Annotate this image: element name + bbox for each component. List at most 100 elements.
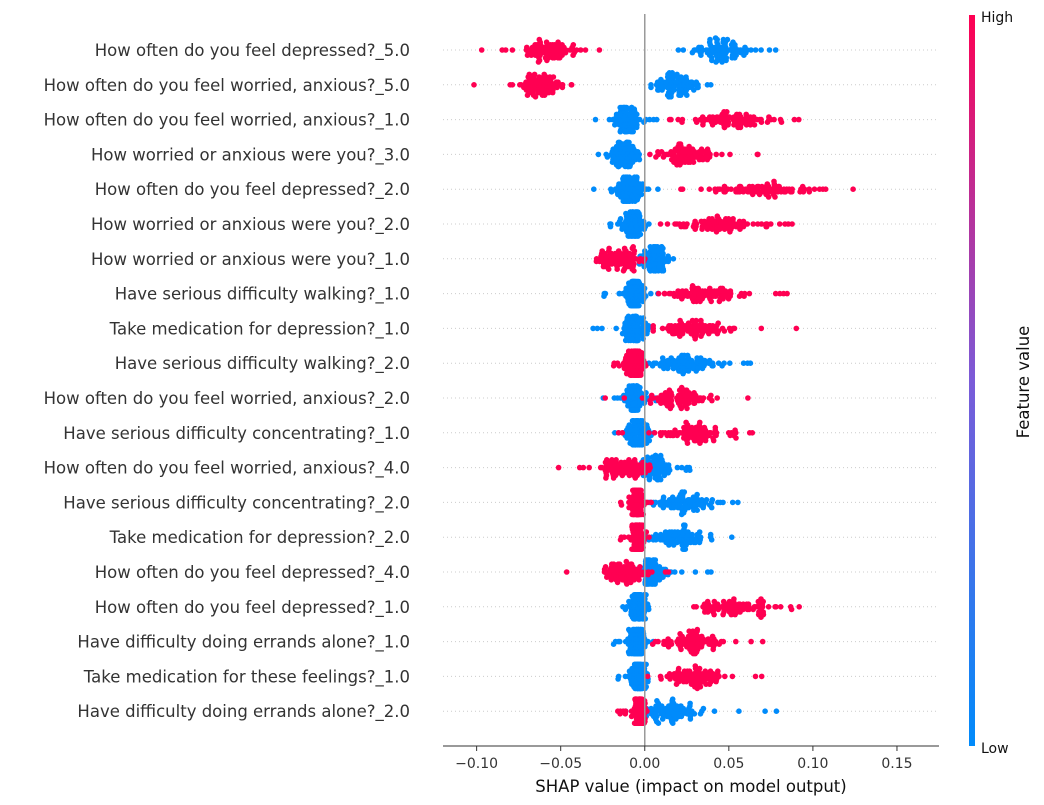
shap-point-high (617, 250, 624, 257)
shap-point-high (630, 546, 637, 552)
shap-point-high (658, 676, 664, 682)
shap-point-high (641, 502, 647, 508)
shap-point-low (772, 47, 779, 53)
shap-point-low (736, 708, 742, 714)
shap-point-low (666, 713, 672, 720)
shap-point-low (637, 592, 643, 598)
shap-point-low (666, 542, 672, 548)
shap-point-high (720, 598, 727, 605)
shap-point-high (704, 671, 710, 677)
shap-point-low (601, 293, 607, 300)
shap-point-high (613, 457, 619, 463)
shap-point-high (708, 392, 714, 399)
shap-point-low (646, 581, 652, 587)
shap-point-high (614, 579, 621, 586)
shap-point-low (624, 604, 630, 610)
shap-point-high (655, 638, 661, 645)
shap-point-high (706, 641, 712, 647)
shap-point-high (631, 487, 637, 494)
shap-point-high (553, 79, 560, 85)
shap-point-low (657, 363, 664, 369)
shap-point-low (740, 360, 747, 367)
shap-point-high (764, 119, 771, 125)
shap-point-low (615, 676, 621, 682)
shap-point-high (712, 424, 719, 431)
shap-point-high (713, 151, 719, 158)
shap-point-high (728, 430, 735, 436)
shap-point-high (536, 36, 543, 43)
shap-point-low (696, 357, 702, 364)
shap-point-high (622, 711, 629, 717)
shap-point-low (675, 504, 681, 511)
shap-point-low (623, 285, 629, 292)
shap-point-low (688, 357, 695, 364)
shap-point-high (647, 151, 653, 158)
shap-point-high (692, 226, 698, 232)
shap-point-low (655, 720, 662, 726)
shap-point-high (549, 55, 556, 61)
shap-point-high (778, 119, 785, 125)
shap-point-low (613, 325, 619, 332)
shap-point-low (659, 355, 666, 361)
shap-point-low (709, 497, 716, 503)
shap-point-low (662, 258, 669, 265)
shap-point-high (646, 430, 652, 436)
shap-point-high (628, 537, 634, 543)
shap-point-high (675, 288, 681, 294)
feature-label: How worried or anxious were you?_2.0 (91, 215, 410, 235)
shap-point-high (710, 646, 716, 653)
shap-point-low (707, 531, 714, 538)
shap-point-high (563, 569, 570, 575)
shap-point-low (630, 128, 636, 135)
shap-point-low (694, 491, 700, 498)
shap-point-low (687, 539, 694, 546)
shap-point-high (731, 596, 737, 602)
shap-point-high (706, 186, 713, 192)
shap-point-high (666, 116, 673, 123)
feature-label: Have serious difficulty concentrating?_2… (63, 493, 410, 513)
shap-point-high (677, 317, 683, 324)
feature-label: How often do you feel worried, anxious?_… (44, 389, 410, 409)
shap-point-high (628, 713, 635, 720)
x-axis-ticks: −0.10 −0.05 0.00 0.05 0.10 0.15 (455, 746, 913, 772)
shap-point-low (680, 510, 687, 516)
shap-point-high (555, 39, 561, 45)
shap-point-high (535, 59, 542, 65)
shap-point-high (527, 74, 533, 80)
shap-point-low (708, 504, 715, 511)
shap-point-high (708, 119, 715, 125)
feature-label: How often do you feel depressed?_5.0 (95, 41, 410, 61)
shap-point-high (626, 457, 632, 463)
shap-point-high (618, 502, 625, 508)
shap-point-low (692, 539, 699, 546)
shap-point-low (616, 290, 623, 297)
shap-point-low (658, 76, 664, 83)
shap-point-low (686, 84, 692, 91)
x-tick-label: −0.05 (539, 756, 582, 772)
shap-point-high (816, 186, 823, 192)
shap-point-low (711, 708, 718, 714)
shap-point-low (729, 55, 735, 61)
shap-point-high (673, 681, 680, 687)
shap-point-low (664, 365, 671, 372)
shap-point-high (659, 325, 666, 332)
shap-point-high (771, 178, 777, 185)
x-axis-label: SHAP value (impact on model output) (535, 777, 846, 796)
feature-label: How often do you feel worried, anxious?_… (44, 111, 410, 131)
shap-point-low (652, 475, 658, 481)
shap-point-high (773, 604, 779, 610)
shap-point-high (561, 44, 567, 51)
shap-point-high (606, 462, 612, 468)
feature-label: Take medication for depression?_1.0 (109, 319, 410, 339)
shap-point-high (621, 245, 628, 252)
shap-point-low (716, 52, 723, 58)
x-tick-label: −0.10 (455, 756, 498, 772)
shap-point-low (650, 557, 656, 563)
shap-point-high (551, 84, 557, 91)
shap-point-high (772, 290, 779, 297)
shap-point-high (714, 213, 721, 219)
shap-point-low (629, 143, 636, 150)
shap-point-low (681, 522, 687, 528)
shap-point-high (559, 82, 566, 88)
shap-point-high (640, 357, 647, 364)
